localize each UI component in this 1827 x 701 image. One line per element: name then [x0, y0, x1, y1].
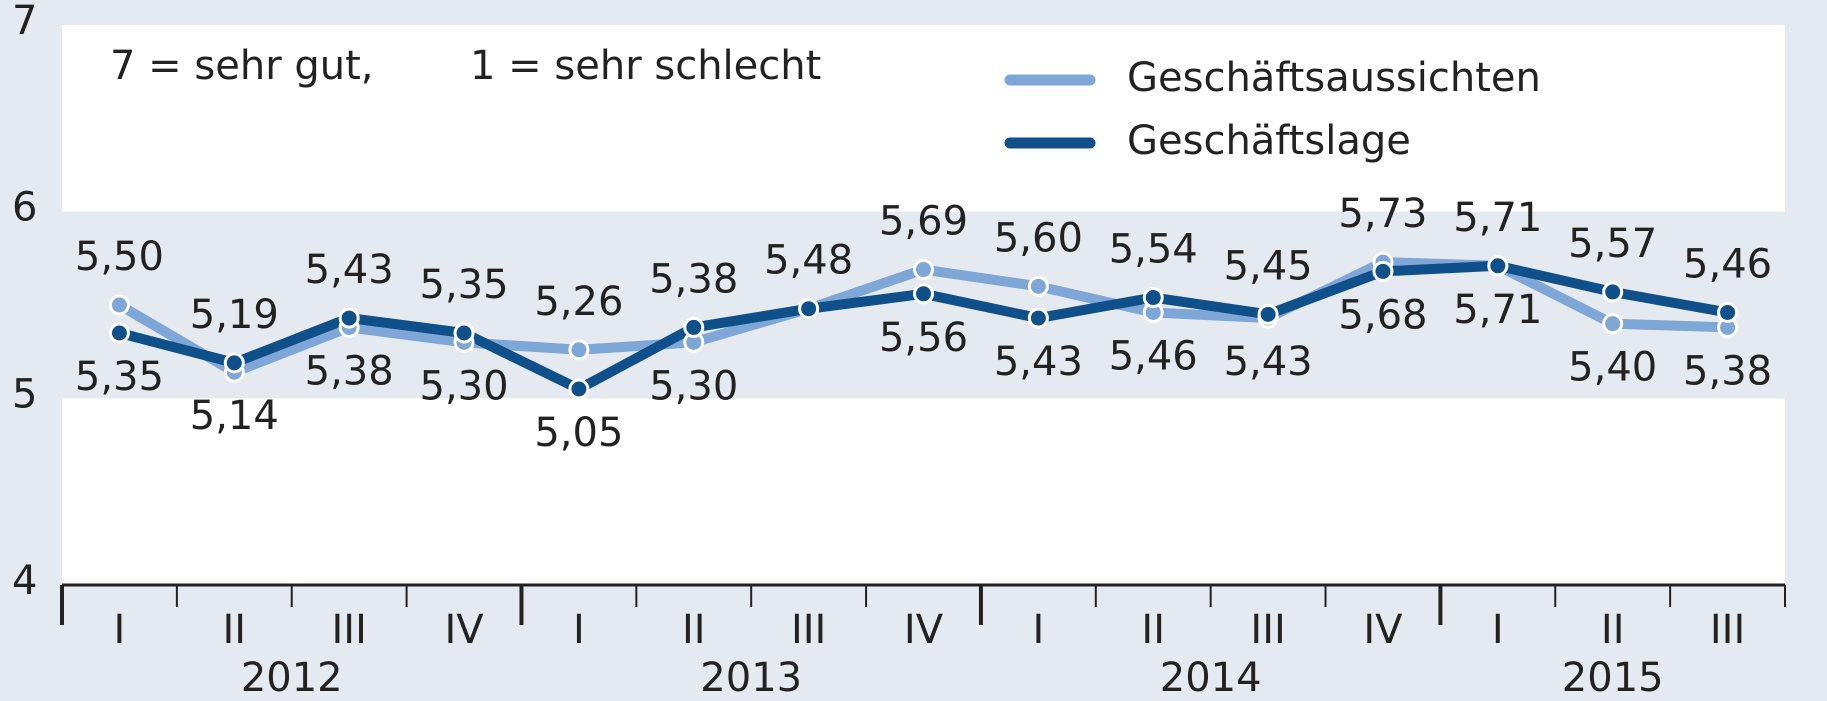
year-label: 2014 [1160, 655, 1262, 701]
data-label: 5,30 [420, 363, 509, 409]
data-label: 5,45 [1224, 243, 1313, 289]
x-tick-label: IV [444, 607, 484, 653]
point [1027, 275, 1049, 297]
y-tick-label: 5 [12, 371, 37, 417]
data-label: 5,19 [190, 292, 279, 338]
data-label: 5,05 [534, 410, 623, 456]
x-tick-label: I [573, 607, 585, 653]
x-tick-label: II [1141, 607, 1165, 653]
point [568, 378, 590, 400]
data-label: 5,43 [1224, 339, 1313, 385]
data-label: 5,71 [1453, 195, 1542, 241]
x-tick-label: IV [1363, 607, 1403, 653]
point [683, 316, 705, 338]
point [453, 322, 475, 344]
year-label: 2012 [241, 655, 343, 701]
x-tick-label: I [114, 607, 126, 653]
point [913, 259, 934, 281]
data-label: 5,46 [1109, 333, 1198, 379]
data-label: 5,48 [764, 238, 853, 284]
point [1142, 287, 1164, 309]
point [1372, 260, 1394, 282]
y-tick-label: 7 [12, 0, 37, 44]
data-label: 5,43 [994, 339, 1083, 385]
data-label: 5,46 [1683, 241, 1772, 287]
x-tick-label: III [791, 607, 826, 653]
point [1487, 255, 1509, 277]
y-tick-label: 4 [12, 558, 37, 604]
data-label: 5,56 [879, 315, 968, 361]
data-label: 5,57 [1568, 221, 1657, 267]
point [1027, 307, 1049, 329]
annotation: 7 = sehr gut, [110, 43, 374, 89]
y-tick-label: 6 [12, 185, 37, 231]
data-label: 5,35 [75, 354, 164, 400]
point [223, 352, 245, 374]
x-tick-label: III [331, 607, 366, 653]
point [338, 307, 360, 329]
data-label: 5,14 [190, 393, 279, 439]
band [62, 398, 1785, 585]
point [798, 298, 820, 320]
data-label: 5,35 [420, 262, 509, 308]
data-label: 5,68 [1338, 292, 1427, 338]
x-tick-label: III [1250, 607, 1285, 653]
x-tick-label: II [1601, 607, 1625, 653]
legend-label: Geschäftsaussichten [1127, 55, 1541, 101]
x-tick-label: II [682, 607, 706, 653]
data-label: 5,69 [879, 199, 968, 245]
data-label: 5,71 [1453, 287, 1542, 333]
data-label: 5,38 [1683, 348, 1772, 394]
data-label: 5,43 [305, 247, 394, 293]
x-tick-label: II [223, 607, 247, 653]
point [568, 339, 590, 361]
point [108, 294, 130, 316]
data-label: 5,38 [649, 256, 738, 302]
point [913, 283, 934, 305]
data-label: 5,40 [1568, 345, 1657, 391]
data-label: 5,26 [534, 279, 623, 325]
bands [62, 25, 1785, 585]
x-tick-label: III [1710, 607, 1745, 653]
data-label: 5,50 [75, 234, 164, 280]
point [1602, 281, 1624, 303]
data-label: 5,54 [1109, 227, 1198, 273]
year-label: 2015 [1562, 655, 1664, 701]
point [1717, 301, 1739, 323]
x-tick-label: I [1032, 607, 1044, 653]
x-tick-label: I [1492, 607, 1504, 653]
legend-label: Geschäftslage [1127, 118, 1411, 164]
data-label: 5,73 [1338, 191, 1427, 237]
point [108, 322, 130, 344]
data-label: 5,30 [649, 363, 738, 409]
point [1602, 313, 1624, 335]
data-label: 5,60 [994, 215, 1083, 261]
annotation: 1 = sehr schlecht [470, 43, 821, 89]
band [62, 25, 1785, 212]
x-tick-label: IV [904, 607, 944, 653]
year-label: 2013 [700, 655, 802, 701]
point [1257, 303, 1279, 325]
data-label: 5,38 [305, 348, 394, 394]
